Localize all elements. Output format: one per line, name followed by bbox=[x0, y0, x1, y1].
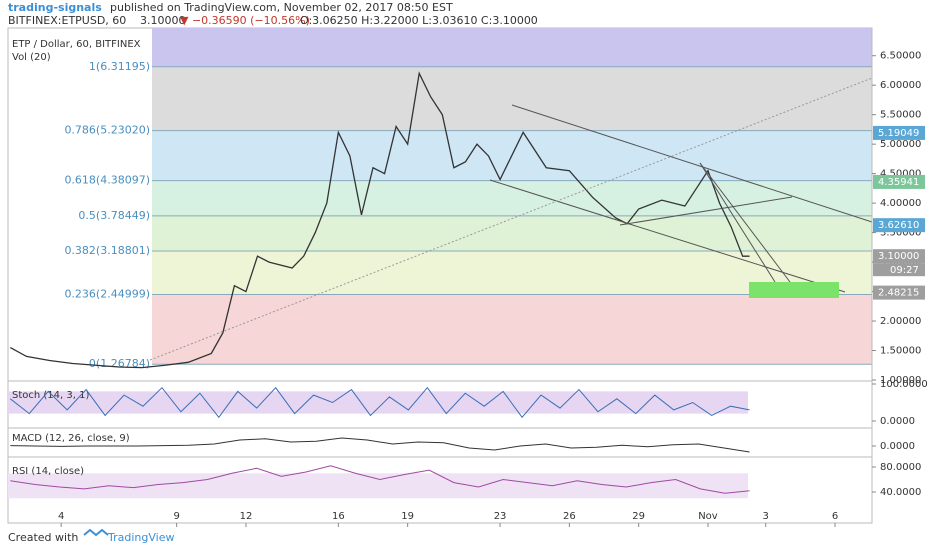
indicator-band bbox=[8, 473, 748, 499]
y-tick-label: 5.50000 bbox=[880, 110, 921, 121]
x-tick-label: 26 bbox=[563, 511, 576, 522]
indicator-line bbox=[10, 386, 750, 419]
trend-line bbox=[619, 196, 793, 226]
fib-band bbox=[152, 215, 872, 251]
y-tick-label: 6.50000 bbox=[880, 51, 921, 62]
target-box bbox=[749, 282, 839, 298]
fib-label: 0.786(5.23020) bbox=[64, 124, 150, 137]
chart-title: ETP / Dollar, 60, BITFINEX bbox=[12, 39, 141, 50]
countdown: 09:27 bbox=[890, 265, 919, 276]
volume-label: Vol (20) bbox=[12, 52, 51, 63]
price-tag bbox=[873, 125, 925, 140]
x-tick-label: 6 bbox=[832, 511, 838, 522]
countdown-bg bbox=[873, 263, 925, 277]
fib-label: 0.382(3.18801) bbox=[64, 244, 150, 257]
fib-label: 0.618(4.38097) bbox=[64, 174, 150, 187]
price-tag bbox=[873, 174, 925, 189]
price-tag-label: 3.62610 bbox=[878, 220, 919, 231]
author[interactable]: trading-signals bbox=[8, 1, 102, 14]
price-tag bbox=[873, 285, 925, 300]
published: published on TradingView.com, November 0… bbox=[110, 1, 453, 14]
y-tick-label: 1.50000 bbox=[880, 346, 921, 357]
trend-line bbox=[699, 162, 776, 283]
y-tick-label: 5.00000 bbox=[880, 139, 921, 150]
y-tick-label: 3.50000 bbox=[880, 228, 921, 239]
y-tick-label: 4.00000 bbox=[880, 198, 921, 209]
x-tick-label: 19 bbox=[401, 511, 414, 522]
x-tick-label: 4 bbox=[58, 511, 64, 522]
symbol: BITFINEX:ETPUSD, 60 bbox=[8, 14, 126, 27]
last: 3.10000 bbox=[140, 14, 186, 27]
y-tick-label: 4.50000 bbox=[880, 169, 921, 180]
trend-line bbox=[511, 104, 873, 223]
fib-band bbox=[152, 66, 872, 131]
change: ▼ −0.36590 (−10.56%) bbox=[180, 14, 310, 27]
price-tag-label: 3.10000 bbox=[878, 251, 919, 262]
indicator-line bbox=[10, 437, 750, 453]
y-tick-label: 80.0000 bbox=[880, 462, 921, 473]
x-tick-label: 16 bbox=[332, 511, 345, 522]
price-tag bbox=[873, 218, 925, 233]
footer-brand[interactable]: TradingView bbox=[107, 531, 174, 544]
footer-created: Created with bbox=[8, 531, 78, 544]
indicator-title: MACD (12, 26, close, 9) bbox=[12, 433, 130, 444]
ohlc: O:3.06250 H:3.22000 L:3.03610 C:3.10000 bbox=[300, 14, 538, 27]
fib-band bbox=[152, 294, 872, 365]
y-tick-label: 100.0000 bbox=[880, 379, 928, 390]
fib-band bbox=[152, 28, 872, 67]
y-tick-label: 6.00000 bbox=[880, 80, 921, 91]
fib-label: 0.236(2.44999) bbox=[64, 288, 150, 301]
x-tick-label: 12 bbox=[240, 511, 253, 522]
indicator-title: RSI (14, close) bbox=[12, 466, 84, 477]
y-tick-label: 2.00000 bbox=[880, 316, 921, 327]
trend-line bbox=[699, 162, 791, 283]
price-tag-label: 5.19049 bbox=[878, 128, 919, 139]
fib-label: 0.5(3.78449) bbox=[78, 209, 150, 222]
indicator-line bbox=[10, 465, 750, 494]
price-tag bbox=[873, 249, 925, 264]
trend-line bbox=[149, 77, 873, 361]
indicator-band bbox=[8, 391, 748, 414]
y-tick-label: 1.00000 bbox=[880, 375, 921, 386]
x-tick-label: 3 bbox=[763, 511, 769, 522]
trend-line bbox=[489, 179, 846, 293]
fib-label: 0(1.26784) bbox=[89, 357, 150, 370]
fib-band bbox=[152, 180, 872, 216]
x-tick-label: Nov bbox=[698, 511, 718, 522]
x-tick-label: 29 bbox=[632, 511, 645, 522]
y-tick-label: 40.0000 bbox=[880, 487, 921, 498]
x-tick-label: 9 bbox=[173, 511, 179, 522]
indicator-title: Stoch (14, 3, 1) bbox=[12, 390, 89, 401]
y-tick-label: 0.0000 bbox=[880, 441, 915, 452]
x-tick-label: 23 bbox=[494, 511, 507, 522]
price-tag-label: 4.35941 bbox=[878, 177, 919, 188]
y-tick-label: 0.0000 bbox=[880, 416, 915, 427]
price-tag-label: 2.48215 bbox=[878, 288, 919, 299]
brand-logo bbox=[83, 528, 109, 537]
fib-label: 1(6.31195) bbox=[89, 60, 150, 73]
